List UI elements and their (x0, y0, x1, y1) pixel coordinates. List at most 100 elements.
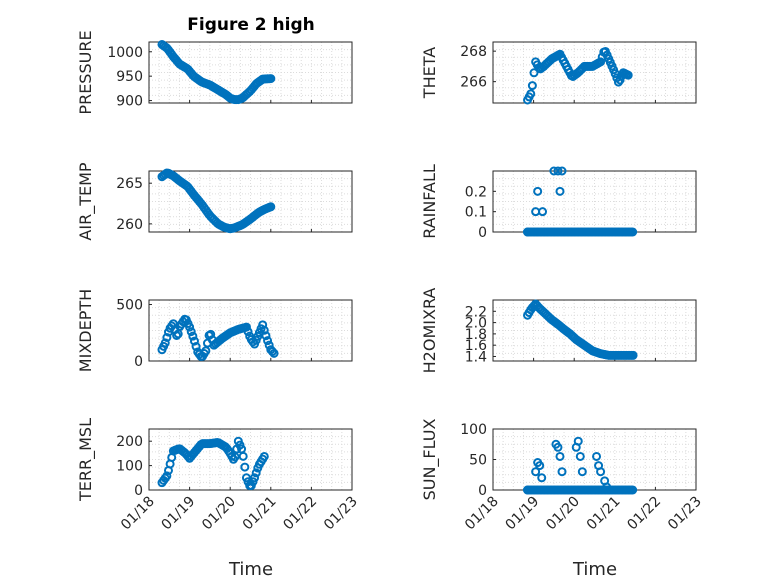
data-point (266, 202, 276, 212)
data-point (535, 461, 545, 471)
data-point (628, 350, 638, 360)
y-axis-label: THETA (420, 47, 439, 99)
y-tick-label: 1000 (107, 45, 143, 61)
data-point (261, 331, 271, 341)
data-point (557, 467, 567, 477)
data-point (523, 227, 533, 237)
data-point (251, 468, 261, 478)
data-point (188, 331, 198, 341)
data-point (527, 81, 537, 91)
data-point (206, 329, 216, 339)
x-tick-label: 01/19 (503, 494, 543, 534)
data-point (555, 186, 565, 196)
figure-title: Figure 2 high (187, 15, 315, 35)
y-tick-label: 100 (116, 459, 143, 475)
y-tick-label: 1.6 (465, 338, 487, 354)
data-point (172, 330, 182, 340)
axes-box (148, 170, 353, 233)
axes-box (492, 299, 697, 362)
data-point (185, 322, 195, 332)
data-point (549, 166, 559, 176)
data-point (259, 451, 269, 461)
x-tick-label: 01/21 (584, 494, 624, 534)
data-point (186, 327, 196, 337)
y-axis-label: AIR_TEMP (76, 162, 96, 240)
data-point (240, 462, 250, 472)
data-point (628, 485, 638, 495)
data-point (615, 75, 625, 85)
axes-box (148, 41, 353, 104)
x-tick-label: 01/23 (321, 494, 361, 534)
x-tick-label: 01/22 (280, 494, 320, 534)
data-point (592, 451, 602, 461)
y-tick-label: 50 (469, 453, 487, 469)
data-point (531, 467, 541, 477)
panel-pressure: 900 950 1000 PRESSURE (76, 30, 353, 115)
x-tick-label: 01/20 (199, 494, 239, 534)
y-axis-label: SUN_FLUX (420, 419, 440, 501)
y-tick-label: 0.2 (465, 184, 487, 200)
data-point (533, 186, 543, 196)
data-point (529, 68, 539, 78)
data-point (553, 166, 563, 176)
y-tick-label: 500 (116, 298, 143, 314)
data-point (628, 227, 638, 237)
y-tick-label: 0 (134, 483, 143, 499)
data-point (250, 473, 260, 483)
data-point (596, 467, 606, 477)
data-point (189, 336, 199, 346)
y-tick-label: 200 (116, 434, 143, 450)
data-point (160, 338, 170, 348)
data-point (596, 57, 606, 67)
data-point (573, 436, 583, 446)
y-axis-label: MIXDEPTH (76, 289, 95, 372)
y-tick-label: 268 (460, 44, 487, 60)
panel-air_temp: 260 265 AIR_TEMP (76, 162, 353, 241)
data-point (538, 207, 548, 217)
panel-mixdepth: 0 500 MIXDEPTH (76, 289, 353, 372)
data-point (258, 320, 268, 330)
data-point (623, 70, 633, 80)
x-tick-label: 01/23 (665, 494, 705, 534)
y-tick-label: 950 (116, 69, 143, 85)
x-axis-label-right: Time (572, 559, 617, 580)
x-tick-label: 01/19 (159, 494, 199, 534)
y-axis-label: PRESSURE (76, 30, 95, 114)
y-tick-label: 100 (460, 422, 487, 438)
y-tick-label: 266 (460, 75, 487, 91)
data-point (263, 336, 273, 346)
y-tick-label: 900 (116, 94, 143, 110)
data-point (577, 467, 587, 477)
y-tick-label: 0 (134, 354, 143, 370)
data-point (266, 74, 276, 84)
data-point (241, 322, 251, 332)
y-tick-label: 0 (478, 483, 487, 499)
y-tick-label: 1.4 (465, 349, 487, 365)
data-point (267, 347, 277, 357)
data-point (162, 333, 172, 343)
x-tick-label: 01/21 (240, 494, 280, 534)
data-point (238, 451, 248, 461)
x-tick-label: 01/18 (462, 494, 502, 534)
panel-sunflux: 0 50 100 SUN_FLUX 01/18 01/19 01/20 01/21 01/22 0… (420, 419, 705, 534)
y-tick-label: 265 (116, 176, 143, 192)
axes-box (148, 299, 353, 362)
data-point (553, 442, 563, 452)
panel-rainfall: 0 0.1 0.2 RAINFALL (420, 164, 697, 241)
y-tick-label: 0 (478, 225, 487, 241)
data-point (555, 451, 565, 461)
data-point (162, 471, 172, 481)
y-axis-label: TERR_MSL (76, 418, 96, 502)
axes-box (492, 41, 697, 104)
y-axis-label: H2OMIXRA (420, 288, 439, 374)
data-point (557, 166, 567, 176)
data-point (230, 452, 240, 462)
panel-theta: 266 268 THETA (420, 41, 697, 105)
panel-terr_msl: 0 100 200 TERR_MSL 01/18 01/19 01/20 01/21 01/22… (76, 418, 361, 533)
panel-h2omixra: 1.41.61.82.02.2 H2OMIXRA (420, 288, 697, 374)
data-point (243, 327, 253, 337)
data-point (259, 325, 269, 335)
y-tick-label: 260 (116, 217, 143, 233)
data-point (523, 485, 533, 495)
